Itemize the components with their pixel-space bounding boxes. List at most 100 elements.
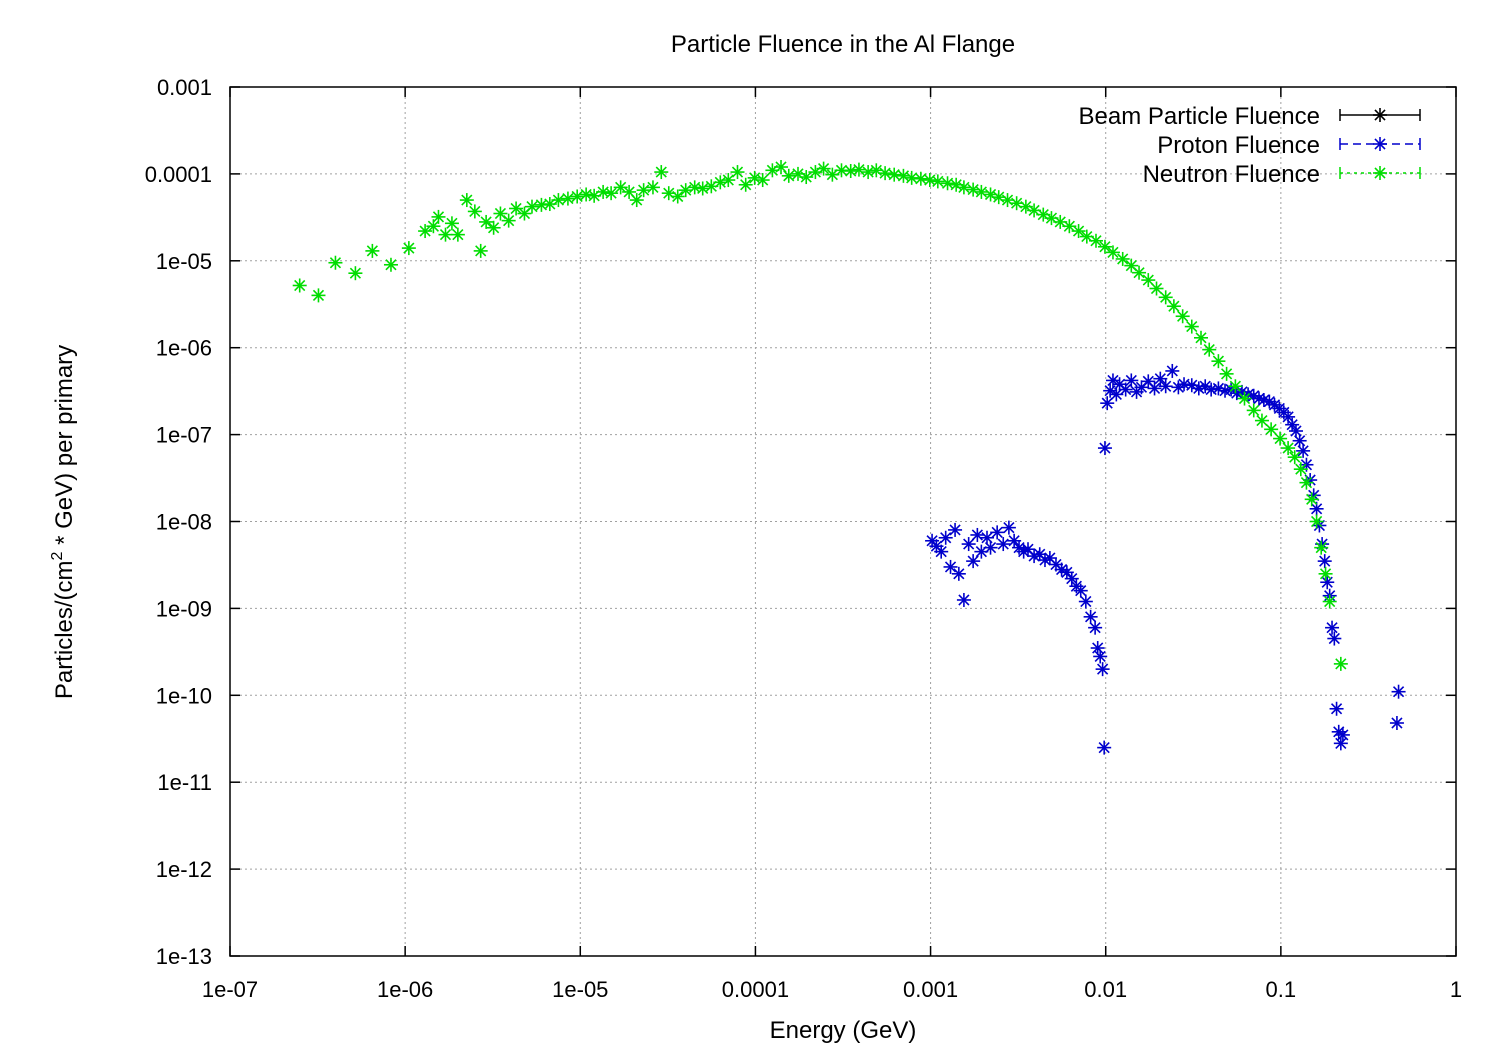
data-point xyxy=(1246,403,1261,418)
data-point xyxy=(328,255,343,270)
data-point xyxy=(747,170,762,185)
data-point xyxy=(1281,441,1296,456)
data-point xyxy=(570,189,585,204)
y-axis-label-prefix: Particles/(cm xyxy=(51,560,78,699)
data-point xyxy=(645,180,660,195)
data-point xyxy=(983,540,998,555)
data-point xyxy=(1141,374,1156,389)
data-point xyxy=(479,214,494,229)
data-point xyxy=(1285,417,1300,432)
data-point xyxy=(1147,381,1162,396)
data-point xyxy=(943,559,958,574)
data-point xyxy=(1299,475,1314,490)
data-point xyxy=(1254,413,1269,428)
series-neutron-fluence xyxy=(292,160,1348,671)
data-point xyxy=(1027,203,1042,218)
data-point xyxy=(1389,716,1404,731)
data-point xyxy=(956,180,971,195)
data-point xyxy=(974,184,989,199)
data-point xyxy=(444,216,459,231)
series-proton-fluence xyxy=(925,363,1406,755)
data-point xyxy=(951,566,966,581)
data-point xyxy=(1312,518,1327,533)
y-tick-label: 1e-10 xyxy=(156,683,212,708)
data-point xyxy=(1391,684,1406,699)
data-point xyxy=(486,220,501,235)
data-point xyxy=(501,213,516,228)
data-point xyxy=(1309,514,1324,529)
data-point xyxy=(1204,382,1219,397)
data-point xyxy=(948,522,963,537)
data-point xyxy=(1083,609,1098,624)
data-point xyxy=(383,257,398,272)
data-point xyxy=(970,527,985,542)
x-tick-label: 0.001 xyxy=(903,977,958,1002)
data-point xyxy=(1097,740,1112,755)
data-point xyxy=(1333,736,1348,751)
data-point xyxy=(1373,166,1387,180)
data-point xyxy=(365,243,380,258)
data-point xyxy=(851,162,866,177)
data-point xyxy=(678,183,693,198)
data-point xyxy=(1373,137,1387,151)
data-point xyxy=(930,174,945,189)
data-point xyxy=(670,189,685,204)
data-point xyxy=(687,180,702,195)
data-point xyxy=(1141,273,1156,288)
data-point xyxy=(560,191,575,206)
data-point xyxy=(730,165,745,180)
data-point xyxy=(1007,533,1022,548)
data-point xyxy=(966,554,981,569)
x-tick-label: 0.01 xyxy=(1084,977,1127,1002)
y-tick-label: 1e-05 xyxy=(156,249,212,274)
data-point xyxy=(1194,330,1209,345)
data-point xyxy=(996,537,1011,552)
data-point xyxy=(1088,233,1103,248)
data-point xyxy=(1059,565,1074,580)
grid xyxy=(230,87,1456,956)
data-point xyxy=(1314,540,1329,555)
data-point xyxy=(1165,363,1180,378)
y-axis-ticks: 1e-13 1e-12 1e-11 1e-10 1e-09 1e-08 1e-07 1e-06… xyxy=(145,75,1456,969)
data-point xyxy=(1001,520,1016,535)
y-tick-label: 1e-12 xyxy=(156,857,212,882)
data-point xyxy=(1373,108,1387,122)
y-tick-label: 0.001 xyxy=(157,75,212,100)
data-point xyxy=(738,177,753,192)
x-axis-ticks: 1e-07 1e-06 1e-05 0.0001 0.001 0.01 0.1 1 xyxy=(202,87,1462,1002)
data-point xyxy=(1093,649,1108,664)
x-axis-label: Energy (GeV) xyxy=(770,1017,917,1044)
data-point xyxy=(896,168,911,183)
data-point xyxy=(956,592,971,607)
data-point xyxy=(913,171,928,186)
data-point xyxy=(1071,224,1086,239)
data-point xyxy=(961,537,976,552)
data-point xyxy=(1191,381,1206,396)
data-point xyxy=(509,201,524,216)
data-point xyxy=(1158,379,1173,394)
data-point xyxy=(1062,219,1077,234)
data-point xyxy=(1293,462,1308,477)
data-point xyxy=(1333,656,1348,671)
data-point xyxy=(1175,309,1190,324)
data-point xyxy=(755,173,770,188)
x-tick-label: 1e-05 xyxy=(552,977,608,1002)
legend: Beam Particle Fluence Proton Fluence Neu… xyxy=(1079,103,1421,188)
legend-label-proton: Proton Fluence xyxy=(1157,132,1320,159)
data-point xyxy=(1124,373,1139,388)
data-point xyxy=(1090,641,1105,656)
data-point xyxy=(1149,281,1164,296)
data-point xyxy=(551,193,566,208)
data-point xyxy=(1158,290,1173,305)
data-point xyxy=(887,167,902,182)
x-tick-label: 1e-06 xyxy=(377,977,433,1002)
data-point xyxy=(311,288,326,303)
data-point xyxy=(1184,319,1199,334)
data-point xyxy=(1153,371,1168,386)
data-point xyxy=(1115,251,1130,266)
data-point xyxy=(629,193,644,208)
data-point xyxy=(938,530,953,545)
data-point xyxy=(459,193,474,208)
data-point xyxy=(904,170,919,185)
data-point xyxy=(1177,377,1192,392)
